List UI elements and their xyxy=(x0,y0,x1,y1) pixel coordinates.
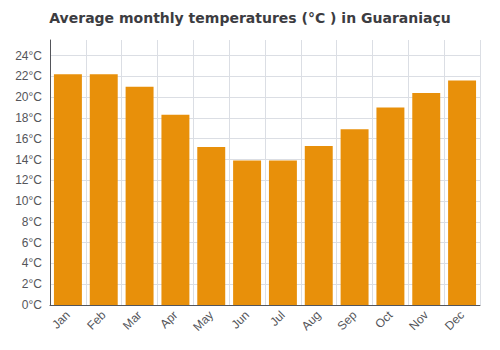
svg-text:0°C: 0°C xyxy=(22,298,42,312)
svg-text:12°C: 12°C xyxy=(15,173,42,187)
svg-text:Nov: Nov xyxy=(406,308,431,333)
svg-text:Average monthly temperatures (: Average monthly temperatures (°C ) in Gu… xyxy=(49,10,450,26)
svg-text:Sep: Sep xyxy=(335,308,360,333)
svg-text:May: May xyxy=(190,308,216,334)
svg-text:18°C: 18°C xyxy=(15,111,42,125)
svg-text:Jan: Jan xyxy=(49,308,73,332)
svg-text:10°C: 10°C xyxy=(15,194,42,208)
svg-text:Dec: Dec xyxy=(442,308,467,333)
svg-text:20°C: 20°C xyxy=(15,90,42,104)
svg-text:Apr: Apr xyxy=(157,308,180,331)
svg-text:Jun: Jun xyxy=(228,308,252,332)
svg-text:Jul: Jul xyxy=(267,308,288,329)
svg-text:Aug: Aug xyxy=(299,308,324,333)
svg-text:8°C: 8°C xyxy=(22,215,42,229)
svg-text:2°C: 2°C xyxy=(22,277,42,291)
svg-text:14°C: 14°C xyxy=(15,153,42,167)
svg-text:16°C: 16°C xyxy=(15,132,42,146)
svg-text:6°C: 6°C xyxy=(22,236,42,250)
svg-text:Oct: Oct xyxy=(372,308,396,332)
svg-text:24°C: 24°C xyxy=(15,49,42,63)
svg-text:22°C: 22°C xyxy=(15,69,42,83)
svg-text:Mar: Mar xyxy=(120,308,145,332)
svg-text:4°C: 4°C xyxy=(22,256,42,270)
svg-text:Feb: Feb xyxy=(84,308,109,333)
